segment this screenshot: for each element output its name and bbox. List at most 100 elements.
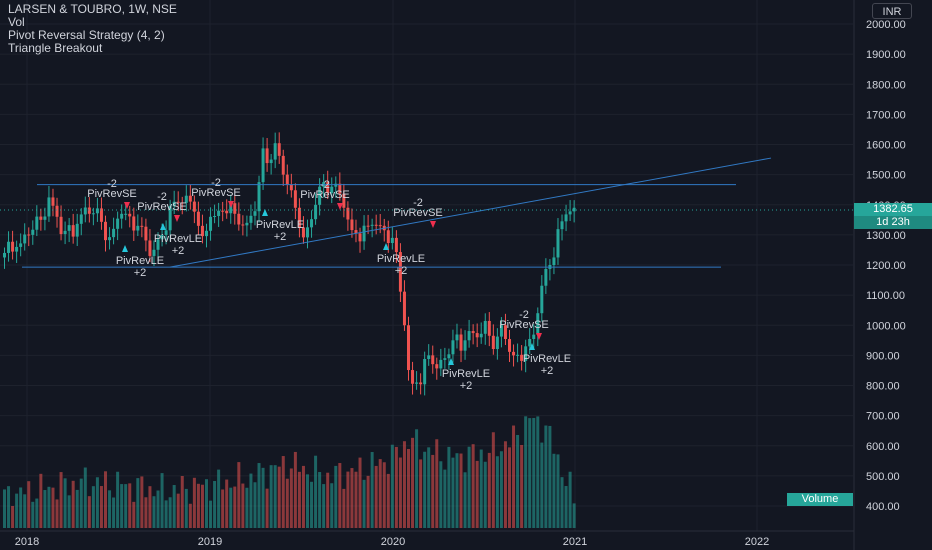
candle-body [91,213,95,215]
y-tick-label: 1300.00 [866,230,906,242]
candle-body [87,207,91,214]
volume-bar [463,472,467,528]
candle-body [172,201,176,207]
volume-bar [402,441,406,528]
candle-body [148,240,152,256]
volume-bar [233,486,237,528]
volume-bar [15,493,19,528]
candle-body [350,219,354,231]
y-tick-label: 900.00 [866,350,900,362]
signal-label: PivRevSE [300,189,350,201]
candle-body [358,233,362,242]
candle-body [43,216,47,220]
candle-body [386,230,390,244]
candle-body [144,226,148,241]
candle-body [443,358,447,360]
strategy-indicator-label[interactable]: Pivot Reversal Strategy (4, 2) [8,28,165,42]
symbol-title[interactable]: LARSEN & TOUBRO, 1W, NSE [8,2,177,16]
candle-body [463,340,467,351]
signal-label: PivRevLE [154,233,202,245]
volume-bar [152,496,156,528]
volume-bar [503,441,507,528]
volume-bar [366,475,370,528]
candle-body [11,241,15,252]
volume-bar [346,471,350,528]
y-tick-label: 800.00 [866,381,900,393]
candle-body [495,336,499,349]
candle-body [27,234,31,236]
volume-bar [43,490,47,528]
volume-bar [27,481,31,528]
volume-bar [297,471,301,528]
volume-bar [31,501,35,528]
volume-bar [51,487,55,528]
volume-bar [188,503,192,528]
candle-body [390,237,394,244]
candle-body [334,183,338,187]
signal-qty: +2 [134,267,147,279]
candle-body [289,184,293,191]
signal-label: PivRevSE [499,319,549,331]
volume-bar [192,477,196,528]
candle-body [572,207,576,212]
signal-label: PivRevLE [377,253,425,265]
volume-bar [140,476,144,528]
volume-bar [253,482,257,528]
y-tick-label: 1200.00 [866,260,906,272]
volume-bar [370,452,374,528]
candle-body [342,193,346,208]
signal-qty: -2 [320,179,330,191]
candle-body [293,190,297,208]
candle-body [310,219,314,228]
candle-body [447,354,451,359]
signal-label: PivRevLE [523,353,571,365]
volume-bar [59,472,63,528]
candle-body [508,339,511,352]
candle-body [471,331,475,334]
candle-body [564,214,568,222]
candle-body [108,237,112,241]
volume-bar [528,418,532,528]
candle-body [560,221,564,230]
candle-body [487,320,491,336]
volume-bar [3,489,6,528]
candle-body [152,249,156,256]
volume-bar [471,444,475,528]
candle-body [423,358,427,385]
candle-body [59,216,63,235]
signal-qty: -2 [413,197,423,209]
volume-bar [350,468,354,528]
volume-bar [318,472,322,528]
x-tick-label: 2018 [15,536,39,548]
volume-bar [447,446,451,528]
signal-qty: +2 [274,231,287,243]
volume-bar [124,484,128,528]
x-tick-label: 2021 [563,536,587,548]
currency-button[interactable]: INR [872,3,912,19]
candle-body [402,291,406,326]
volume-bar [83,467,87,528]
volume-bar [7,486,11,528]
volume-indicator-label[interactable]: Vol [8,15,25,29]
signal-qty: +2 [541,365,554,377]
volume-bar [241,483,245,528]
triangle-indicator-label[interactable]: Triangle Breakout [8,41,103,55]
volume-bar [128,483,132,528]
candle-body [200,225,204,237]
arrow-up-icon [262,209,268,216]
signal-label: PivRevSE [393,207,443,219]
candle-body [378,225,382,227]
candle-body [124,213,128,215]
volume-bar [427,447,431,528]
candle-body [568,211,572,215]
y-tick-label: 1600.00 [866,140,906,152]
candle-body [475,333,479,338]
signal-label: PivRevSE [137,201,187,213]
candle-body [499,325,503,337]
candle-body [398,252,402,292]
volume-bar [358,457,362,528]
volume-bar [354,471,358,528]
candle-body [536,313,540,335]
